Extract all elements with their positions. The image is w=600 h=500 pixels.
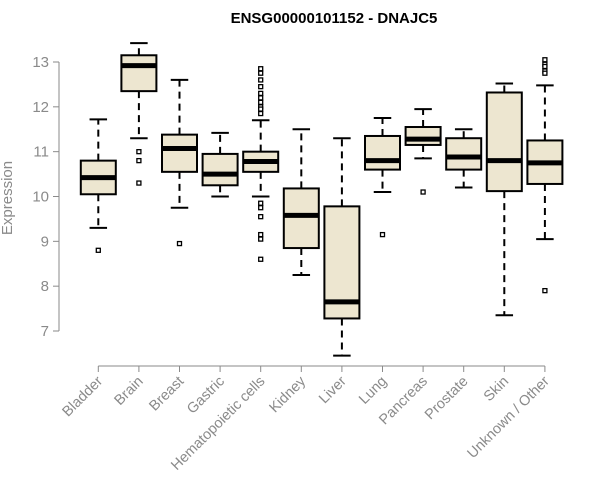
x-tick-label: Skin — [481, 374, 512, 405]
box-iqr — [161, 133, 198, 173]
box-3 — [161, 78, 198, 247]
outlier-point — [258, 256, 264, 262]
box-10 — [445, 128, 483, 189]
chart-title: ENSG00000101152 - DNAJC5 — [231, 10, 438, 27]
box-iqr — [404, 126, 442, 146]
x-tick-label: Liver — [316, 373, 350, 407]
x-tick-label: Bladder — [59, 373, 106, 420]
outlier-point — [136, 157, 142, 164]
box-iqr — [485, 91, 523, 193]
box-iqr — [282, 187, 320, 250]
outlier-point — [258, 95, 264, 101]
box-2 — [120, 42, 158, 186]
boxes — [79, 42, 564, 357]
x-tick-label: Kidney — [266, 373, 309, 416]
outlier-point — [258, 106, 264, 112]
box-iqr — [120, 54, 158, 93]
outlier-point — [136, 180, 142, 186]
y-tick-label: 13 — [32, 54, 49, 71]
y-tick-label: 11 — [33, 144, 49, 161]
box-12 — [526, 57, 564, 294]
outlier-point — [258, 99, 264, 105]
x-tick-label: Prostate — [422, 374, 471, 423]
y-axis: 7 8 9 10 11 12 13 — [32, 54, 60, 340]
outlier-point — [176, 240, 183, 247]
outlier-point — [258, 84, 264, 90]
box-5 — [242, 66, 280, 262]
box-7 — [323, 137, 361, 357]
box-1 — [79, 118, 117, 253]
y-tick-label: 9 — [41, 233, 49, 250]
outlier-point — [258, 236, 264, 242]
box-11 — [485, 82, 523, 317]
outlier-point — [258, 205, 264, 211]
outlier-point — [258, 66, 264, 72]
outlier-point — [379, 231, 386, 238]
x-tick-label: Lung — [356, 374, 390, 408]
y-tick-label: 7 — [41, 323, 49, 340]
box-6 — [282, 128, 320, 276]
box-iqr — [445, 137, 483, 171]
outlier-point — [258, 200, 264, 206]
y-tick-label: 12 — [32, 99, 49, 116]
outlier-point — [258, 214, 264, 220]
outlier-point — [542, 63, 548, 70]
outlier-point — [258, 77, 264, 83]
outlier-point — [420, 189, 426, 195]
outlier-point — [95, 247, 101, 253]
box-iqr — [201, 152, 239, 187]
box-4 — [201, 131, 239, 198]
outlier-point — [258, 231, 264, 238]
x-tick-label: Breast — [146, 374, 187, 415]
outlier-point — [258, 110, 264, 117]
outlier-point — [542, 287, 548, 294]
outlier-point — [542, 70, 548, 76]
outlier-point — [258, 90, 264, 97]
outlier-point — [542, 57, 548, 63]
y-tick-label: 10 — [32, 189, 49, 206]
box-8 — [364, 117, 401, 238]
outlier-point — [258, 70, 264, 76]
y-axis-label: Expression — [0, 161, 16, 235]
box-9 — [404, 108, 442, 195]
box-iqr — [364, 134, 401, 171]
y-tick-label: 8 — [41, 278, 49, 295]
x-tick-label: Brain — [111, 374, 146, 409]
outlier-point — [136, 149, 142, 155]
